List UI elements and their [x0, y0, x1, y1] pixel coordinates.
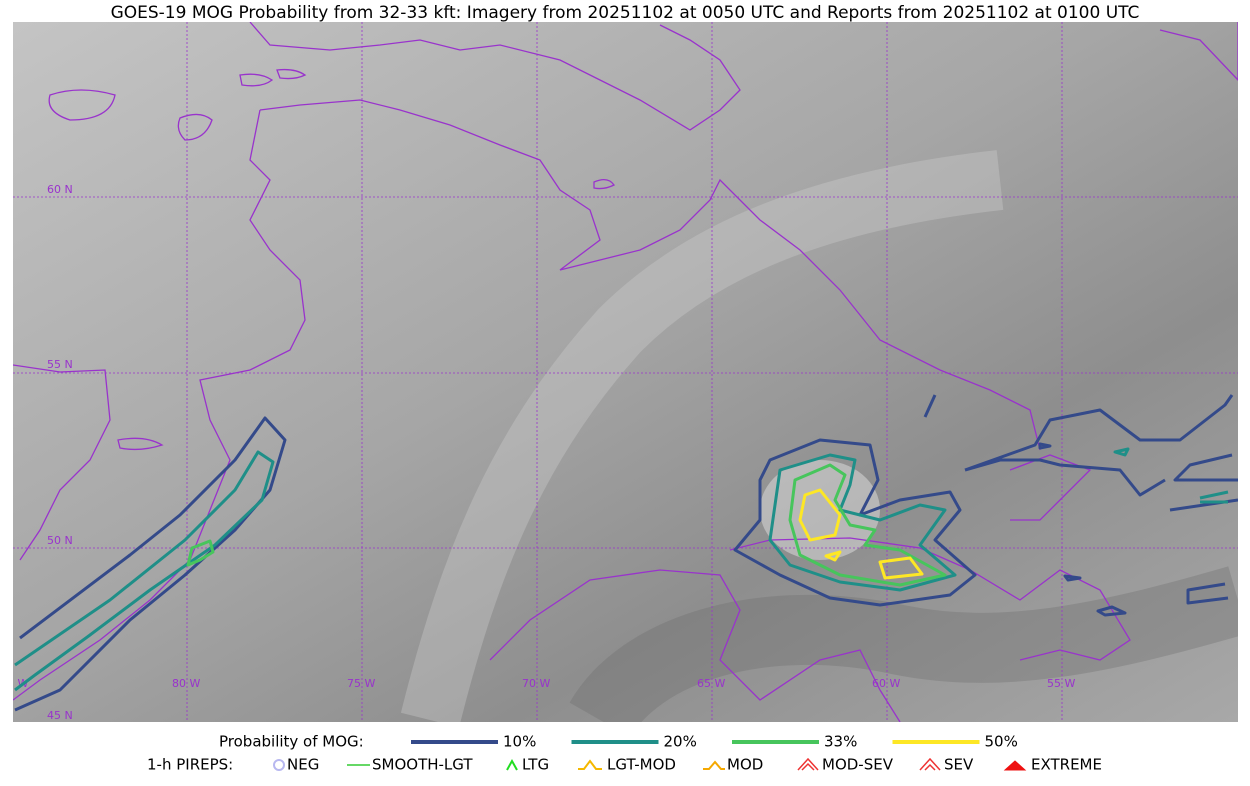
- lat-label: 50 N: [47, 534, 73, 547]
- legend-label: MOD: [727, 756, 763, 774]
- legend-label: NEG: [287, 756, 319, 774]
- legend-label: LTG: [522, 756, 549, 774]
- legend-symbol: [797, 757, 819, 771]
- legend: Probability of MOG: 1-h PIREPS: 10% 20% 33…: [147, 733, 1102, 774]
- lon-label: 70 W: [522, 677, 550, 690]
- legend-label: MOD-SEV: [822, 756, 894, 774]
- legend-symbol: [506, 758, 518, 771]
- grid-labels: 60 N 55 N 50 N 45 N 85 W 80 W 75 W 70 W …: [13, 183, 1075, 722]
- legend-symbol: [273, 759, 285, 771]
- title: GOES-19 MOG Probability from 32-33 kft: …: [111, 3, 1140, 23]
- lon-label: 65 W: [697, 677, 725, 690]
- legend-label: LGT-MOD: [607, 756, 676, 774]
- lat-label: 55 N: [47, 358, 73, 371]
- lon-label: 75 W: [347, 677, 375, 690]
- legend-label: EXTREME: [1031, 756, 1102, 774]
- legend-label: SMOOTH-LGT: [372, 756, 473, 774]
- legend-label: 33%: [824, 733, 857, 751]
- legend-label: 50%: [985, 733, 1018, 751]
- legend-label: 20%: [664, 733, 697, 751]
- legend-symbol: [1003, 760, 1027, 771]
- legend-symbol: [578, 759, 602, 770]
- legend-symbol: [919, 757, 941, 771]
- legend-title: Probability of MOG:: [219, 733, 364, 751]
- lat-label: 45 N: [47, 709, 73, 722]
- legend-title: 1-h PIREPS:: [147, 756, 233, 774]
- legend-label: 10%: [503, 733, 536, 751]
- legend-label: SEV: [944, 756, 974, 774]
- lon-label: 55 W: [1047, 677, 1075, 690]
- lat-label: 60 N: [47, 183, 73, 196]
- legend-symbol: [703, 760, 725, 770]
- lon-label: 60 W: [872, 677, 900, 690]
- map: 60 N 55 N 50 N 45 N 85 W 80 W 75 W 70 W …: [13, 22, 1238, 722]
- contours: [14, 394, 1238, 712]
- lon-label: 80 W: [172, 677, 200, 690]
- grid: [13, 22, 1238, 722]
- coastlines: [13, 22, 1238, 722]
